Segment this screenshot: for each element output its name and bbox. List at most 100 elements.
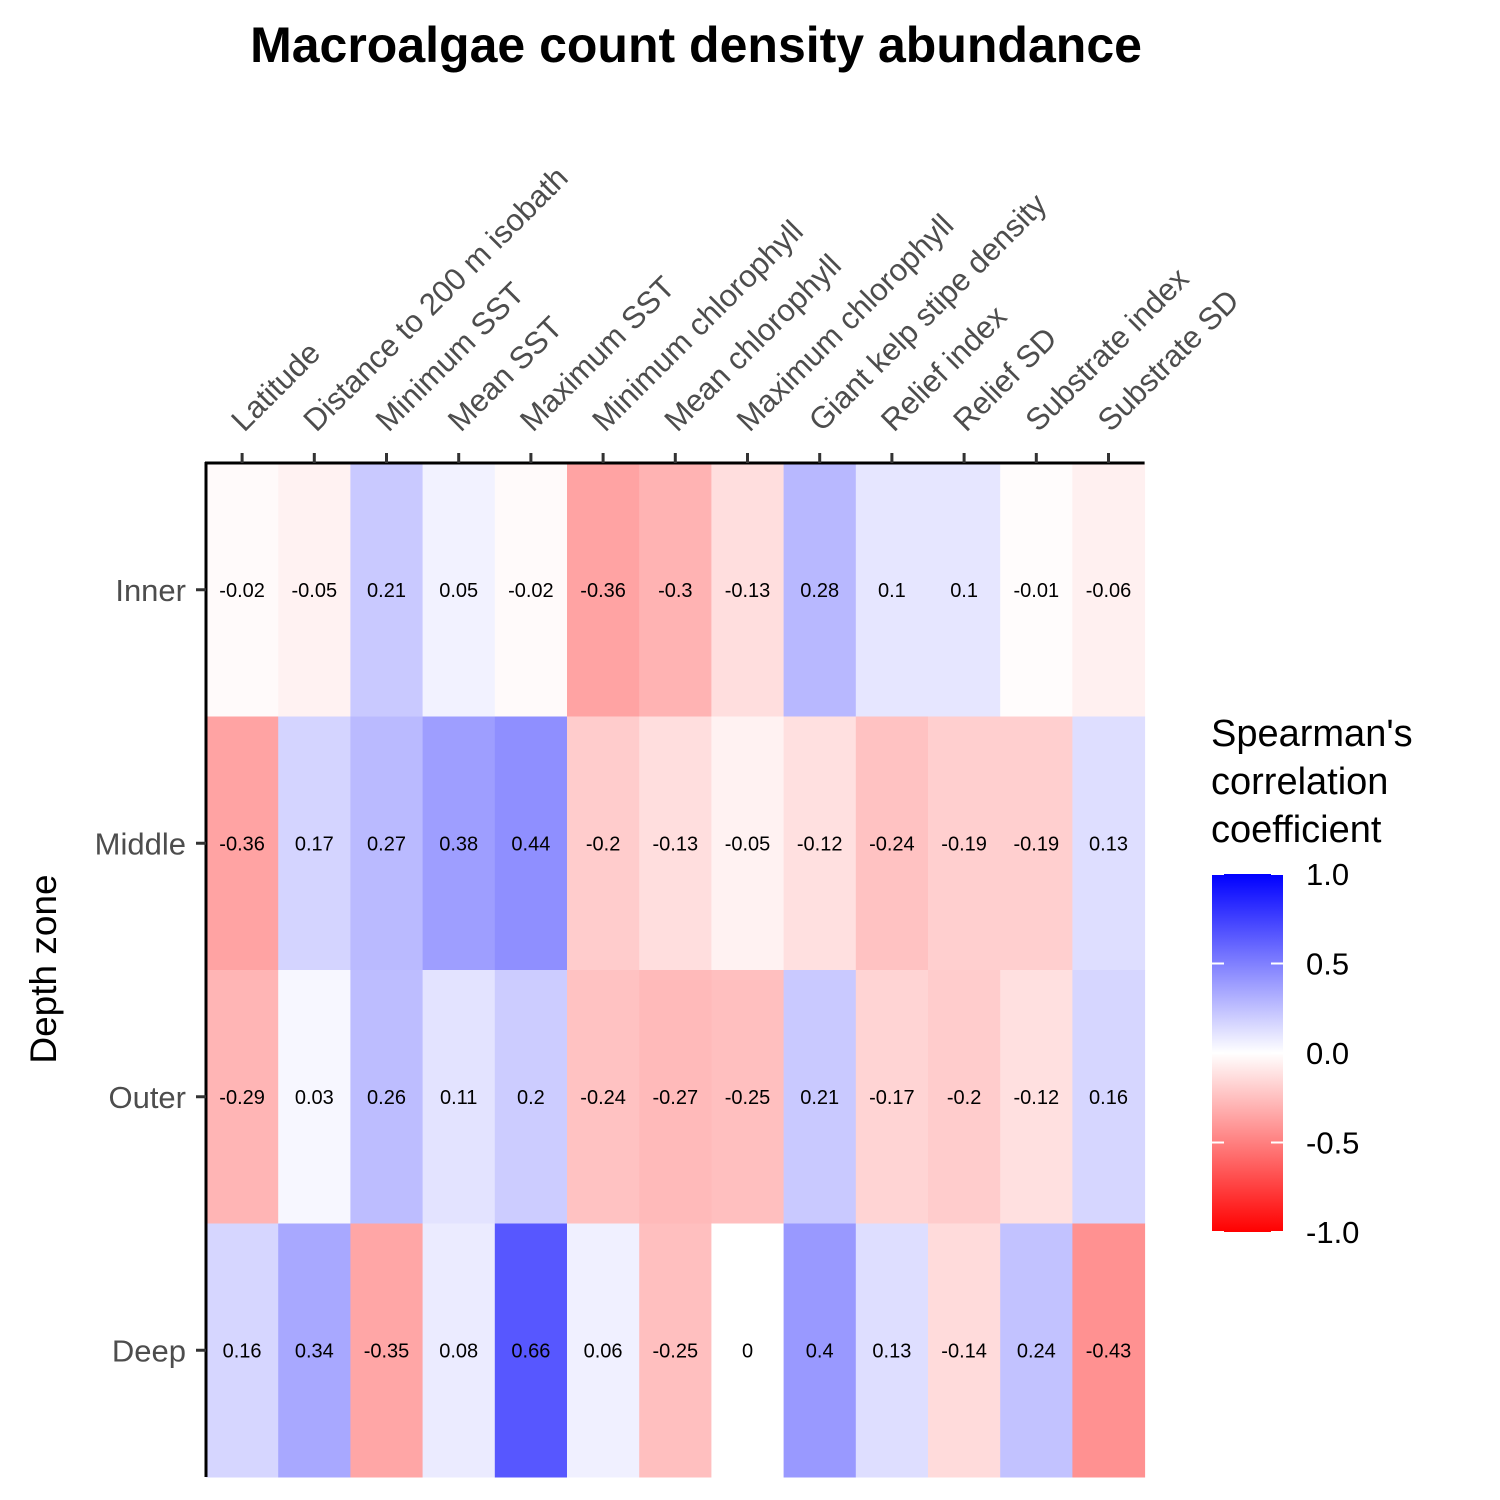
cell-value-label: -0.27 bbox=[653, 1087, 699, 1109]
cell-value-label: -0.05 bbox=[292, 580, 338, 602]
heatmap-cell bbox=[422, 716, 496, 971]
heatmap-cell bbox=[494, 463, 568, 717]
heatmap-cell bbox=[855, 1223, 929, 1478]
heatmap-cell bbox=[567, 463, 640, 717]
heatmap-cell bbox=[855, 716, 929, 971]
heatmap-cell bbox=[278, 716, 351, 971]
heatmap-cell bbox=[278, 970, 351, 1224]
cell-value-label: 0.13 bbox=[1089, 833, 1128, 855]
cell-value-label: -0.25 bbox=[725, 1087, 771, 1109]
cell-value-label: -0.12 bbox=[1014, 1087, 1060, 1109]
legend-title-line: Spearman's bbox=[1211, 713, 1413, 755]
legend-tick-label: -1.0 bbox=[1306, 1215, 1359, 1250]
cell-value-label: 0.27 bbox=[367, 833, 406, 855]
cell-value-label: -0.36 bbox=[219, 833, 265, 855]
legend-title: Spearman's correlation coefficient bbox=[1211, 713, 1413, 851]
heatmap-cell bbox=[350, 463, 424, 717]
cell-value-label: 0.28 bbox=[800, 580, 839, 602]
legend-ticks: 1.0 0.5 0.0 -0.5 -1.0 bbox=[1212, 857, 1359, 1250]
cell-value-label: -0.19 bbox=[941, 833, 987, 855]
y-tick-label: Inner bbox=[115, 573, 186, 608]
cell-value-label: -0.02 bbox=[219, 580, 265, 602]
heatmap-cell bbox=[1072, 463, 1146, 717]
legend-tick-label: -0.5 bbox=[1306, 1126, 1359, 1161]
heatmap-cell bbox=[783, 970, 857, 1224]
heatmap-cell-labels: -0.02 -0.05 0.21 0.05 -0.02 -0.36 -0.3 -0.13 0.2… bbox=[219, 580, 1131, 1363]
heatmap-cell bbox=[350, 1223, 424, 1478]
heatmap-cell bbox=[206, 970, 279, 1224]
heatmap-cell bbox=[567, 1223, 640, 1478]
cell-value-label: -0.25 bbox=[653, 1340, 699, 1362]
heatmap-cell bbox=[1000, 463, 1073, 717]
heatmap-cell bbox=[928, 716, 1001, 971]
heatmap-cell bbox=[422, 970, 496, 1224]
cell-value-label: 0.1 bbox=[950, 580, 978, 602]
legend-title-line: correlation bbox=[1211, 761, 1388, 803]
cell-value-label: 0.38 bbox=[439, 833, 478, 855]
heatmap-cell bbox=[1000, 716, 1073, 971]
cell-value-label: 0.06 bbox=[584, 1340, 623, 1362]
heatmap-cell bbox=[639, 1223, 712, 1478]
cell-value-label: 0.17 bbox=[295, 833, 334, 855]
color-legend: Spearman's correlation coefficient 1.0 0.5 0… bbox=[1211, 713, 1413, 1250]
heatmap-cell bbox=[855, 970, 929, 1224]
cell-value-label: -0.24 bbox=[580, 1087, 626, 1109]
heatmap-cell bbox=[711, 463, 785, 717]
cell-value-label: 0.1 bbox=[878, 580, 906, 602]
heatmap-cell bbox=[783, 463, 857, 717]
legend-title-line: coefficient bbox=[1211, 809, 1382, 851]
cell-value-label: 0.05 bbox=[439, 580, 478, 602]
heatmap-cell bbox=[350, 716, 424, 971]
cell-value-label: 0.16 bbox=[1089, 1087, 1128, 1109]
cell-value-label: 0.03 bbox=[295, 1087, 334, 1109]
cell-value-label: 0.44 bbox=[511, 833, 550, 855]
cell-value-label: -0.01 bbox=[1014, 580, 1060, 602]
cell-value-label: -0.35 bbox=[364, 1340, 410, 1362]
cell-value-label: 0.2 bbox=[517, 1087, 545, 1109]
cell-value-label: -0.3 bbox=[658, 580, 692, 602]
cell-value-label: 0.24 bbox=[1017, 1340, 1056, 1362]
heatmap-cell bbox=[639, 970, 712, 1224]
heatmap-cell bbox=[1072, 1223, 1146, 1478]
y-axis: Inner Middle Outer Deep bbox=[95, 462, 208, 1477]
heatmap-cell bbox=[928, 463, 1001, 717]
cell-value-label: -0.12 bbox=[797, 833, 843, 855]
cell-value-label: 0.11 bbox=[440, 1087, 477, 1109]
legend-tick-label: 0.0 bbox=[1306, 1036, 1349, 1071]
chart-title: Macroalgae count density abundance bbox=[250, 17, 1142, 73]
heatmap-cell bbox=[206, 463, 279, 717]
heatmap-cell bbox=[1000, 970, 1073, 1224]
cell-value-label: -0.05 bbox=[725, 833, 771, 855]
legend-tick-label: 1.0 bbox=[1306, 857, 1349, 892]
heatmap-cell bbox=[639, 716, 712, 971]
legend-tick-label: 0.5 bbox=[1306, 947, 1349, 982]
cell-value-label: 0.26 bbox=[367, 1087, 406, 1109]
cell-value-label: -0.24 bbox=[869, 833, 915, 855]
cell-value-label: -0.13 bbox=[653, 833, 699, 855]
heatmap-cell bbox=[639, 463, 712, 717]
cell-value-label: 0.21 bbox=[800, 1087, 839, 1109]
cell-value-label: 0.34 bbox=[295, 1340, 334, 1362]
heatmap-cell bbox=[711, 716, 785, 971]
heatmap-cells bbox=[206, 463, 1146, 1478]
heatmap-cell bbox=[494, 1223, 568, 1478]
heatmap-cell bbox=[422, 1223, 496, 1478]
y-axis-label: Depth zone bbox=[23, 874, 64, 1063]
cell-value-label: 0 bbox=[742, 1340, 753, 1362]
heatmap-cell bbox=[1000, 1223, 1073, 1478]
cell-value-label: -0.43 bbox=[1086, 1340, 1132, 1362]
heatmap-cell bbox=[567, 970, 640, 1224]
cell-value-label: -0.13 bbox=[725, 580, 771, 602]
cell-value-label: -0.02 bbox=[508, 580, 554, 602]
cell-value-label: 0.13 bbox=[872, 1340, 911, 1362]
y-tick-label: Middle bbox=[95, 826, 186, 861]
heatmap-cell bbox=[1072, 716, 1146, 971]
heatmap-cell bbox=[855, 463, 929, 717]
cell-value-label: 0.16 bbox=[223, 1340, 262, 1362]
cell-value-label: -0.2 bbox=[586, 833, 620, 855]
heatmap-cell bbox=[422, 463, 496, 717]
heatmap-cell bbox=[494, 716, 568, 971]
cell-value-label: 0.66 bbox=[511, 1340, 550, 1362]
